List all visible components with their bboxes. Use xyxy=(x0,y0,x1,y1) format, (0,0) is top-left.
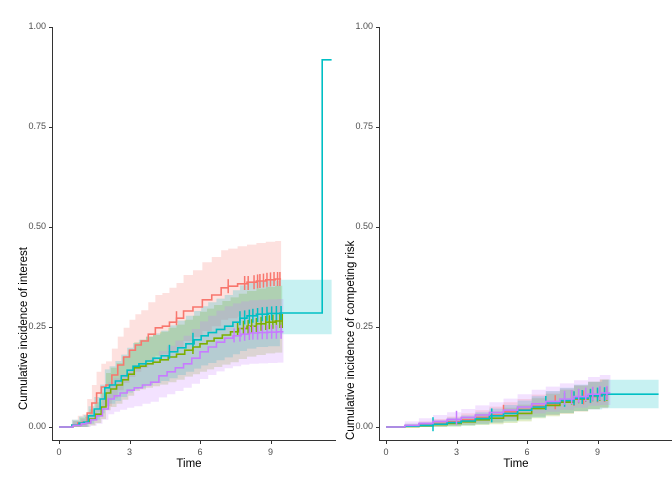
panel-cumulative-incidence-of-interest: Cumulative incidence of interest Time 0.… xyxy=(18,21,336,470)
x-tick-mark xyxy=(386,441,387,444)
plot-area-left xyxy=(59,59,332,428)
y-tick-mark xyxy=(376,27,379,28)
x-tick-label: 9 xyxy=(594,447,600,457)
x-tick-label: 3 xyxy=(126,447,132,457)
y-tick-mark xyxy=(376,427,379,428)
cif-curve-group_1 xyxy=(59,278,282,428)
y-tick-label: 1.00 xyxy=(355,21,373,31)
confidence-band-group_2 xyxy=(386,379,610,427)
x-axis-label-left: Time xyxy=(176,458,202,470)
y-tick-label: 0.00 xyxy=(355,421,373,431)
y-tick-label: 0.50 xyxy=(28,221,46,231)
x-tick-mark xyxy=(527,441,528,444)
y-tick-mark xyxy=(49,227,52,228)
x-tick-mark xyxy=(270,441,272,444)
cif-curve-group_3 xyxy=(59,59,332,428)
y-tick-label: 0.25 xyxy=(355,321,373,331)
y-axis-line xyxy=(52,27,53,440)
y-tick-mark xyxy=(49,327,52,328)
y-tick-mark xyxy=(49,27,52,28)
x-tick-label: 6 xyxy=(197,447,203,457)
x-axis-label-right: Time xyxy=(503,458,529,470)
y-tick-label: 0.25 xyxy=(28,321,46,331)
y-tick-label: 0.75 xyxy=(355,121,373,131)
cif-curve-group_4 xyxy=(386,392,611,428)
x-tick-mark xyxy=(456,441,458,444)
x-tick-mark xyxy=(200,441,201,444)
x-tick-label: 6 xyxy=(524,447,530,457)
panel-cumulative-incidence-of-competing-risk: Cumulative incidence of competing risk T… xyxy=(336,0,672,480)
confidence-band-group_1 xyxy=(386,379,609,427)
confidence-band-group_4 xyxy=(386,375,611,427)
x-tick-label: 3 xyxy=(453,447,459,457)
y-tick-mark xyxy=(49,127,52,128)
y-tick-mark xyxy=(376,127,379,128)
censor-marks-group_2 xyxy=(192,314,283,354)
censor-marks-group_1 xyxy=(175,272,281,326)
x-axis-line xyxy=(52,440,336,441)
censor-marks-group_4 xyxy=(455,386,608,425)
x-axis-line xyxy=(379,440,672,441)
y-axis-line xyxy=(379,27,380,440)
plot-area-right xyxy=(386,375,659,432)
y-tick-label: 0.50 xyxy=(355,221,373,231)
cif-curve-group_4 xyxy=(59,331,284,428)
x-tick-label: 0 xyxy=(56,447,62,457)
y-tick-label: 0.00 xyxy=(28,421,46,431)
x-tick-label: 0 xyxy=(383,447,389,457)
x-tick-label: 9 xyxy=(267,447,273,457)
x-tick-mark xyxy=(59,441,60,444)
y-tick-label: 0.75 xyxy=(28,121,46,131)
x-tick-mark xyxy=(129,441,131,444)
x-tick-mark xyxy=(597,441,599,444)
censor-marks-group_3 xyxy=(168,306,282,359)
y-tick-mark xyxy=(49,427,52,428)
y-tick-mark xyxy=(376,327,379,328)
censor-marks-group_4 xyxy=(233,324,282,343)
y-tick-label: 1.00 xyxy=(28,21,46,31)
y-tick-mark xyxy=(376,227,379,228)
